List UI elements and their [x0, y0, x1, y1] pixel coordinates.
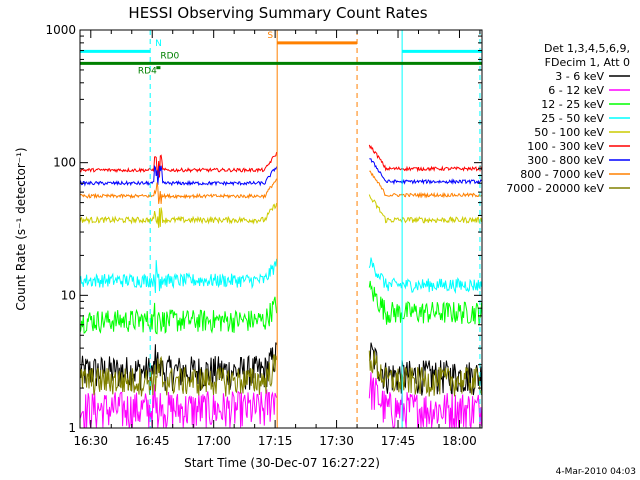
- plot-frame: [79, 29, 483, 429]
- legend-header-1: FDecim 1, Att 0: [545, 56, 630, 69]
- y-tick-label-3: 1000: [45, 23, 76, 37]
- series-line-8-0: [79, 354, 278, 397]
- legend-label-0: 3 - 6 keV: [555, 70, 604, 83]
- x-tick-label-1: 16:45: [135, 434, 170, 448]
- x-tick-label-0: 16:30: [73, 434, 108, 448]
- x-tick-label-6: 18:00: [442, 434, 477, 448]
- x-tick-label-2: 17:00: [196, 434, 231, 448]
- series-line-1-1: [368, 372, 483, 428]
- legend-label-7: 800 - 7000 keV: [520, 168, 604, 181]
- series-line-2-1: [368, 280, 483, 325]
- x-axis-label: Start Time (30-Dec-07 16:27:22): [184, 456, 380, 470]
- x-tick-label-5: 17:45: [381, 434, 416, 448]
- series-line-4-1: [368, 194, 483, 224]
- series-line-6-0: [79, 164, 278, 187]
- x-tick-label-4: 17:30: [319, 434, 354, 448]
- legend: Det 1,3,4,5,6,9,FDecim 1, Att 03 - 6 keV…: [506, 42, 630, 195]
- series-line-1-0: [79, 384, 278, 428]
- y-axis-label: Count Rate (s⁻¹ detector⁻¹): [14, 147, 28, 310]
- series-line-0-0: [79, 342, 278, 392]
- x-tick-label-3: 17:15: [258, 434, 293, 448]
- y-tick-label-0: 1: [68, 421, 76, 435]
- legend-label-1: 6 - 12 keV: [548, 84, 604, 97]
- footer-date: 4-Mar-2010 04:03: [556, 467, 636, 477]
- legend-header-0: Det 1,3,4,5,6,9,: [544, 42, 630, 55]
- series-line-3-0: [79, 258, 278, 294]
- series-line-6-1: [369, 158, 482, 186]
- series-line-5-0: [79, 151, 278, 178]
- series-line-5-1: [368, 144, 483, 173]
- series-line-2-0: [79, 296, 278, 335]
- series-line-4-0: [79, 202, 278, 228]
- annotation-0: N: [155, 39, 162, 49]
- legend-label-5: 100 - 300 keV: [527, 140, 604, 153]
- annotation-1: RD0: [160, 51, 179, 61]
- legend-label-6: 300 - 800 keV: [527, 154, 604, 167]
- series-line-7-0: [79, 178, 278, 204]
- legend-label-8: 7000 - 20000 keV: [506, 182, 604, 195]
- series-line-7-1: [369, 170, 482, 199]
- y-tick-label-2: 100: [53, 156, 76, 170]
- chart-title: HESSI Observing Summary Count Rates: [128, 4, 427, 22]
- series-line-8-1: [368, 350, 483, 397]
- y-tick-label-1: 10: [61, 288, 76, 302]
- legend-label-2: 12 - 25 keV: [541, 98, 604, 111]
- axes-layer: 16:30 16:45 17:00 17:15 17:30 17:45 18:00 1 10 10…: [45, 23, 482, 448]
- series-line-0-1: [368, 342, 483, 397]
- annotation-3: S: [267, 31, 273, 41]
- annotation-2: RD4: [138, 67, 157, 77]
- legend-label-4: 50 - 100 keV: [534, 126, 604, 139]
- legend-label-3: 25 - 50 keV: [541, 112, 604, 125]
- series-line-3-1: [368, 257, 483, 294]
- data-layer: [79, 144, 483, 428]
